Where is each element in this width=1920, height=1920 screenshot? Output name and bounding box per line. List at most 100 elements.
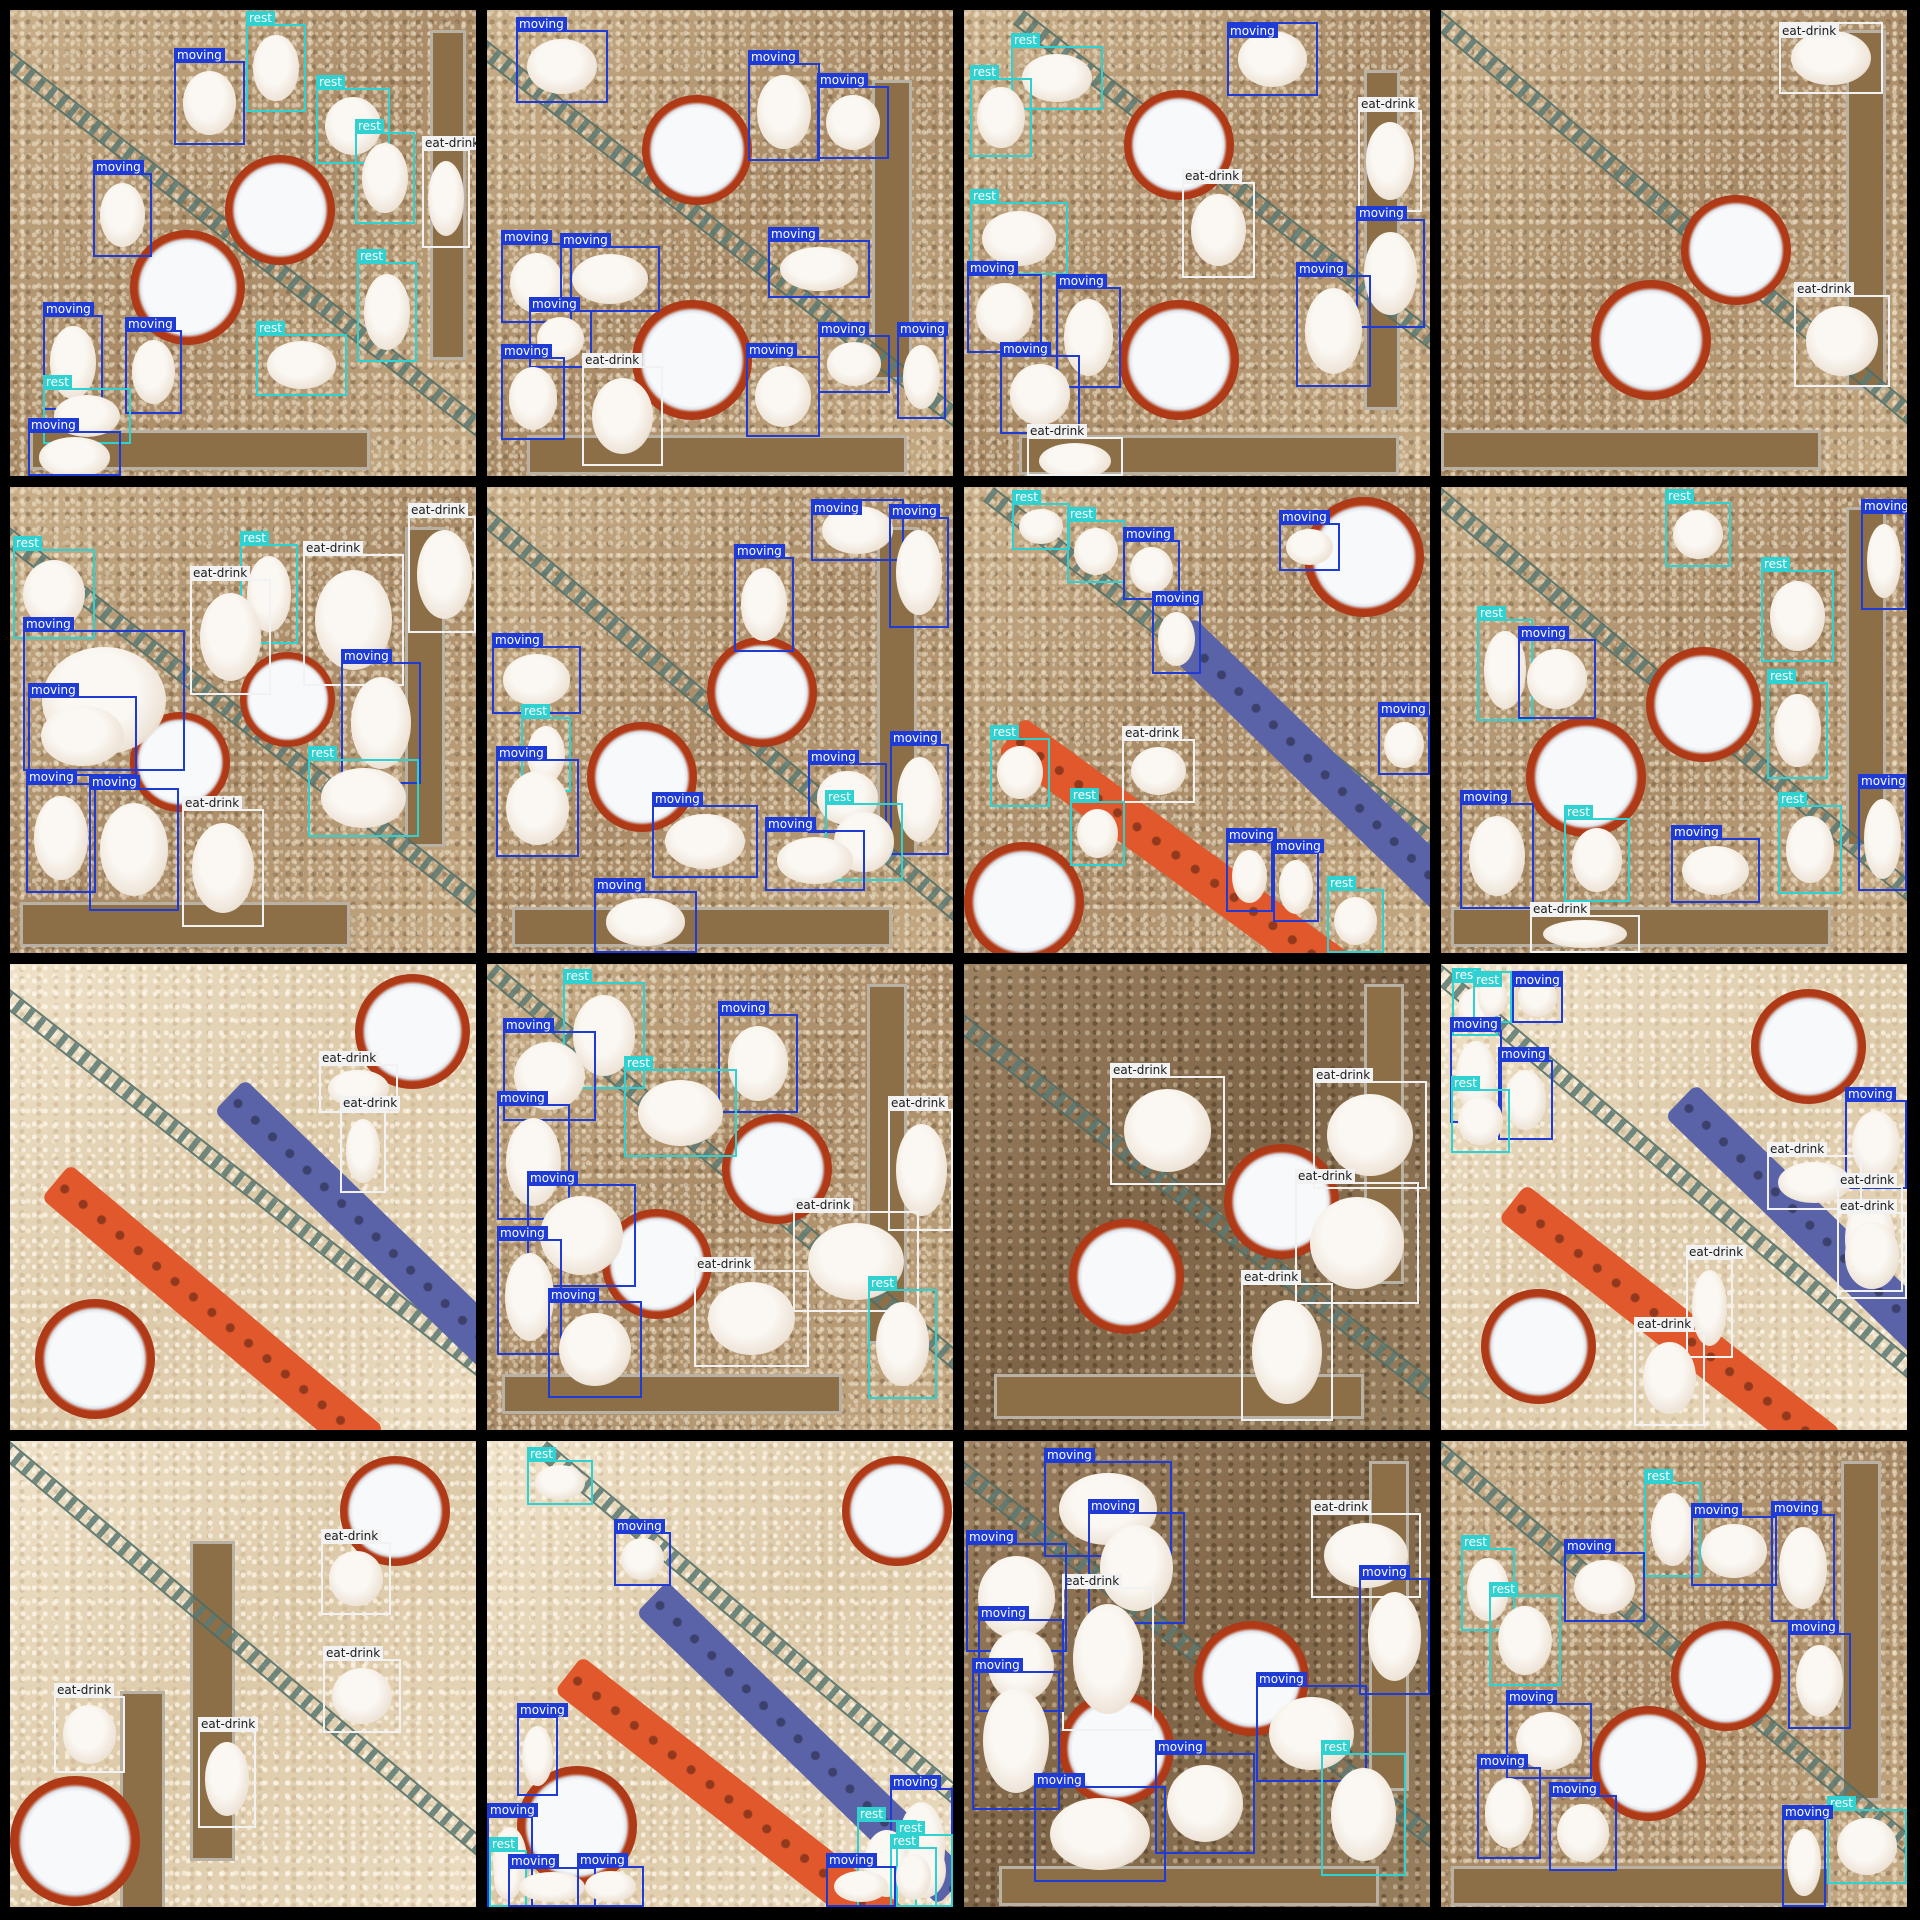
detection-label: moving [527, 1171, 578, 1185]
detection-label: rest [1489, 1582, 1519, 1596]
chick [1073, 527, 1119, 576]
detection-label: moving [1378, 702, 1429, 716]
detection-label: moving [817, 73, 868, 87]
detection-box-moving: moving [497, 1091, 570, 1220]
detection-label: eat-drink [198, 1717, 259, 1731]
chick [527, 38, 597, 95]
chick [1326, 1093, 1414, 1177]
chick [1278, 860, 1314, 914]
detection-label: moving [1034, 1773, 1085, 1787]
detection-label: moving [1152, 591, 1203, 605]
detection-box-moving: moving [28, 418, 121, 476]
detection-label: moving [529, 297, 580, 311]
chick [780, 246, 858, 292]
chick [1333, 896, 1378, 946]
detection-box-rest: rest [868, 1276, 937, 1399]
detection-label: moving [1123, 527, 1174, 541]
chick [1543, 919, 1627, 949]
camera-tile-3: moving rest rest eat-drink eat-drink rest movi… [964, 10, 1430, 476]
detection-label: rest [1827, 1796, 1857, 1810]
chick [895, 1854, 932, 1900]
detection-box-eat: eat-drink [1794, 282, 1890, 387]
chick [364, 274, 410, 350]
detection-label: rest [1665, 489, 1695, 503]
detection-box-moving: moving [1152, 591, 1203, 674]
detection-box-moving: moving [89, 775, 179, 911]
chick [521, 1725, 554, 1787]
feed-trough [1441, 430, 1821, 470]
chick [1468, 815, 1526, 897]
detection-label: moving [890, 731, 941, 745]
chick [1672, 509, 1724, 560]
chick [1063, 299, 1114, 376]
detection-box-moving: moving [1155, 1740, 1255, 1854]
detection-label: moving [967, 261, 1018, 275]
detection-label: rest [316, 75, 346, 89]
chick [1642, 1341, 1697, 1415]
detection-box-moving: moving [1256, 1672, 1367, 1782]
chick [754, 365, 812, 428]
chick [1073, 1604, 1143, 1714]
detection-box-moving: moving [1359, 1565, 1430, 1695]
detection-box-rest: rest [1473, 971, 1512, 1023]
detection-label: moving [1564, 1539, 1615, 1553]
feed-trough [527, 435, 907, 475]
detection-label: eat-drink [321, 1529, 382, 1543]
detection-box-rest: rest [970, 189, 1068, 275]
detection-box-rest: rest [355, 119, 415, 224]
detection-label: moving [811, 501, 862, 515]
detection-label: eat-drink [1295, 1169, 1356, 1183]
detection-box-moving: moving [125, 317, 182, 414]
detection-label: rest [308, 746, 338, 760]
chick [332, 1667, 392, 1725]
detection-label: rest [563, 969, 593, 983]
chick [540, 1196, 623, 1275]
chick [1038, 442, 1112, 476]
detection-box-moving: moving [1518, 626, 1596, 719]
detection-box-moving: moving [503, 1018, 596, 1121]
detection-box-moving: moving [890, 731, 949, 855]
detection-label: moving [1691, 1503, 1742, 1517]
detection-label: rest [357, 249, 387, 263]
detection-label: eat-drink [1311, 1500, 1372, 1514]
detection-box-eat: eat-drink [182, 796, 264, 927]
water-feeder [355, 974, 470, 1089]
chick [1384, 722, 1424, 768]
detection-label: moving [89, 775, 140, 789]
chick [1123, 1089, 1212, 1172]
detection-label: eat-drink [793, 1198, 854, 1212]
chick [39, 437, 110, 476]
chick [508, 366, 558, 431]
detection-box-moving: moving [23, 617, 185, 771]
detection-box-moving: moving [652, 792, 758, 878]
detection-label: eat-drink [1358, 97, 1419, 111]
chick [777, 837, 853, 884]
detection-label: eat-drink [303, 541, 364, 555]
detection-label: eat-drink [422, 136, 476, 150]
detection-label: moving [594, 878, 645, 892]
detection-label: eat-drink [323, 1646, 384, 1660]
detection-box-rest: rest [970, 65, 1032, 157]
detection-label: rest [624, 1056, 654, 1070]
chick [585, 1870, 636, 1903]
detection-label: moving [1056, 274, 1107, 288]
chick [1650, 1493, 1695, 1566]
detection-label: rest [1564, 805, 1594, 819]
detection-box-moving: moving [818, 322, 890, 393]
water-feeder [1591, 1706, 1706, 1821]
feed-trough [20, 902, 350, 947]
detection-label: moving [1256, 1672, 1307, 1686]
detection-label: eat-drink [340, 1096, 401, 1110]
detection-box-moving: moving [1056, 274, 1121, 388]
detection-label: rest [1761, 557, 1791, 571]
detection-label: rest [1451, 1076, 1481, 1090]
detection-label: moving [966, 1530, 1017, 1544]
detection-label: moving [826, 1853, 877, 1867]
detection-label: rest [890, 1834, 920, 1848]
chick [620, 1538, 665, 1580]
detection-label: moving [1788, 1620, 1839, 1634]
chick [637, 1079, 724, 1147]
detection-label: rest [1461, 1535, 1491, 1549]
detection-label: moving [26, 770, 77, 784]
detection-box-moving: moving [501, 344, 565, 440]
